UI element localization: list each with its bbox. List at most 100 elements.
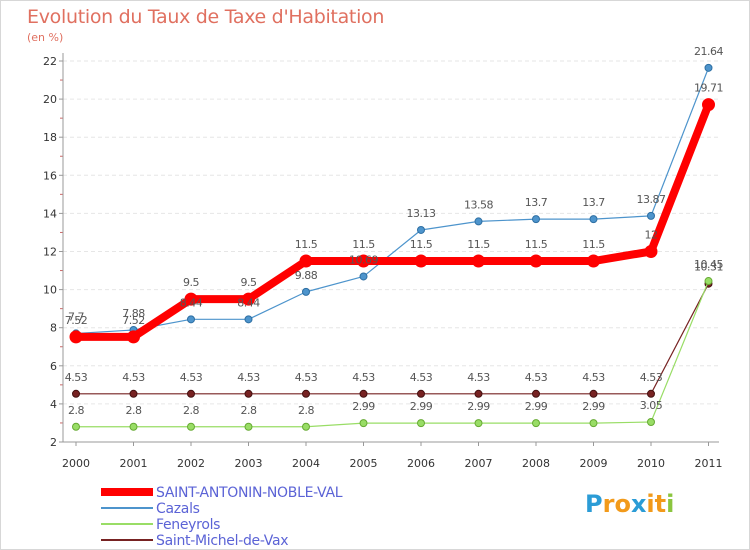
data-label-saint-antonin: 9.5 (183, 276, 199, 289)
data-label-cazals: 10.69 (349, 253, 378, 266)
y-tick-label: 4 (50, 398, 57, 411)
data-point-feneyrols (129, 422, 138, 431)
data-point-saint-michel (359, 389, 368, 398)
data-label-cazals: 13.58 (464, 198, 493, 211)
data-label-saint-michel: 4.53 (525, 371, 548, 384)
data-label-cazals: 7.7 (68, 310, 84, 323)
data-point-saint-antonin (127, 330, 140, 344)
data-point-cazals (244, 315, 253, 324)
x-tick-label: 2006 (407, 457, 435, 470)
x-tick-label: 2011 (695, 457, 723, 470)
y-tick-label: 10 (43, 284, 57, 297)
data-point-saint-michel (647, 389, 655, 398)
data-label-cazals: 8.44 (180, 296, 203, 309)
x-tick-label: 2005 (350, 457, 378, 470)
data-label-saint-michel: 4.53 (237, 371, 260, 384)
data-point-cazals (302, 287, 310, 296)
y-tick-label: 6 (50, 360, 57, 373)
x-tick-label: 2000 (62, 457, 90, 470)
data-point-cazals (474, 217, 483, 226)
data-label-saint-antonin: 11.5 (295, 238, 318, 251)
y-tick-label: 22 (43, 55, 57, 68)
x-tick-label: 2007 (465, 457, 493, 470)
data-point-feneyrols (532, 419, 540, 428)
legend-label-cazals: Cazals (156, 501, 200, 517)
data-point-feneyrols (417, 419, 425, 428)
data-label-saint-antonin: 7.52 (65, 314, 88, 327)
data-point-saint-antonin (184, 292, 198, 306)
x-tick-label: 2009 (580, 457, 608, 470)
data-label-saint-antonin: 12 (645, 229, 658, 242)
y-tick-label: 16 (43, 169, 57, 182)
data-point-saint-antonin (644, 245, 658, 258)
data-point-saint-antonin (529, 254, 543, 268)
x-tick-label: 2004 (292, 457, 320, 470)
data-point-cazals (532, 215, 540, 224)
data-point-feneyrols (647, 417, 655, 426)
data-label-saint-michel: 4.53 (122, 371, 145, 384)
data-point-saint-michel (417, 389, 425, 398)
data-point-saint-antonin (299, 254, 313, 268)
data-label-saint-antonin: 11.5 (467, 238, 490, 251)
data-point-saint-michel (474, 389, 483, 398)
data-point-cazals (187, 315, 195, 324)
data-point-saint-antonin (357, 254, 370, 268)
data-label-saint-antonin: 11.5 (410, 238, 433, 251)
series-line-saint-michel (76, 283, 710, 395)
data-label-saint-michel: 4.53 (582, 371, 605, 384)
data-label-feneyrols: 2.99 (525, 400, 548, 413)
data-label-feneyrols: 2.8 (183, 404, 199, 417)
data-point-feneyrols (187, 422, 195, 431)
legend-label-feneyrols: Feneyrols (156, 517, 221, 533)
legend-swatch-saint-michel (101, 539, 153, 541)
data-label-saint-michel: 4.53 (410, 371, 433, 384)
logo-letter: i (666, 490, 675, 518)
logo-letter: i (646, 490, 655, 518)
data-point-saint-michel (187, 389, 195, 398)
x-tick-label: 2010 (637, 457, 665, 470)
y-tick-label: 18 (43, 131, 57, 144)
data-point-saint-antonin (472, 254, 485, 268)
data-label-saint-michel: 4.53 (352, 371, 375, 384)
data-label-saint-michel: 4.53 (467, 371, 490, 384)
series-line-saint-antonin (76, 103, 713, 341)
logo-letter: x (630, 490, 647, 518)
data-point-feneyrols (302, 422, 310, 431)
data-label-saint-michel: 4.53 (640, 371, 663, 384)
data-point-saint-michel (532, 389, 540, 398)
data-label-cazals: 13.7 (582, 196, 605, 209)
legend-label-saint-michel: Saint-Michel-de-Vax (156, 533, 289, 549)
legend-swatch-cazals (101, 507, 153, 509)
data-label-cazals: 9.88 (295, 269, 318, 282)
data-point-saint-michel (72, 389, 80, 398)
data-label-feneyrols: 2.8 (241, 404, 257, 417)
data-label-cazals: 13.13 (407, 207, 436, 220)
proxiti-logo[interactable]: Proxiti (585, 490, 674, 518)
data-point-cazals (359, 272, 368, 281)
chart-title: Evolution du Taux de Taxe d'Habitation (27, 6, 385, 28)
data-point-cazals (647, 211, 655, 220)
data-point-cazals (417, 225, 425, 234)
data-label-feneyrols: 10.45 (694, 258, 723, 271)
data-label-saint-michel: 4.53 (65, 371, 88, 384)
y-tick-label: 2 (50, 436, 57, 449)
data-label-feneyrols: 2.99 (352, 400, 375, 413)
data-label-cazals: 13.7 (525, 196, 548, 209)
data-label-saint-michel: 10.31 (694, 261, 723, 274)
data-point-feneyrols (474, 419, 483, 428)
data-label-saint-antonin: 19.71 (694, 82, 723, 95)
data-point-saint-antonin (587, 254, 600, 268)
series-line-feneyrols (76, 280, 710, 428)
data-point-feneyrols (244, 422, 253, 431)
data-label-feneyrols: 2.8 (68, 404, 84, 417)
data-label-cazals: 21.64 (694, 45, 723, 58)
legend-swatch-saint-antonin (101, 488, 153, 496)
data-point-saint-michel (302, 389, 310, 398)
data-label-saint-antonin: 11.5 (582, 238, 605, 251)
data-point-feneyrols (589, 419, 598, 428)
data-point-feneyrols (359, 419, 368, 428)
logo-letter: t (654, 490, 667, 518)
x-tick-label: 2002 (177, 457, 205, 470)
